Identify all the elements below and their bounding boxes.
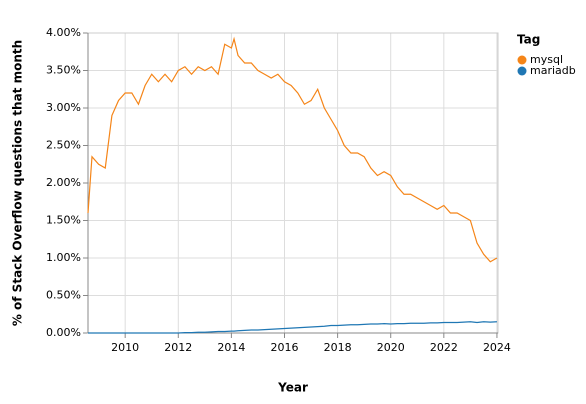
x-tick-label: 2024 xyxy=(483,341,511,354)
series-line xyxy=(87,36,498,263)
x-tick-label: 2014 xyxy=(217,341,245,354)
legend-title: Tag xyxy=(517,33,540,47)
y-tick-label: 3.50% xyxy=(46,64,81,77)
y-tick-label: 4.00% xyxy=(46,26,81,39)
legend-label: mysql xyxy=(530,53,563,66)
x-tick-label: 2018 xyxy=(324,341,352,354)
x-tick-label: 2022 xyxy=(430,341,458,354)
x-tick-label: 2016 xyxy=(271,341,299,354)
y-tick-label: 3.00% xyxy=(46,101,81,114)
x-tick-label: 2020 xyxy=(377,341,405,354)
y-axis-title: % of Stack Overflow questions that month xyxy=(11,40,25,326)
y-tick-label: 0.00% xyxy=(46,326,81,339)
y-tick-label: 1.00% xyxy=(46,251,81,264)
legend-symbol xyxy=(517,55,527,65)
y-tick-label: 0.50% xyxy=(46,289,81,302)
y-tick-label: 2.50% xyxy=(46,139,81,152)
y-tick-label: 1.50% xyxy=(46,214,81,227)
x-axis-title: Year xyxy=(277,381,308,395)
series-line xyxy=(88,321,497,334)
y-tick-label: 2.00% xyxy=(46,176,81,189)
legend-symbol xyxy=(517,66,527,76)
x-tick-label: 2010 xyxy=(111,341,139,354)
x-tick-label: 2012 xyxy=(164,341,192,354)
legend-label: mariadb xyxy=(530,64,576,77)
